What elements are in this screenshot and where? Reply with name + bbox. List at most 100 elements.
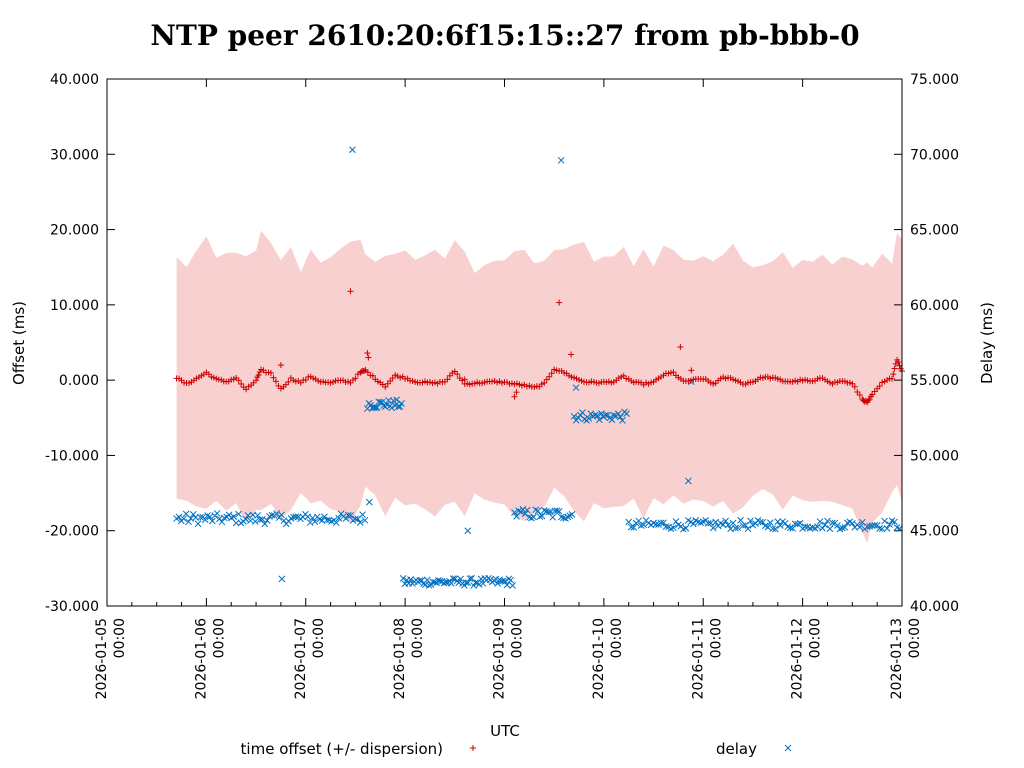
- delay-point: [610, 412, 618, 419]
- offset-point: [856, 391, 863, 398]
- offset-point: [454, 371, 461, 378]
- delay-point: [431, 578, 439, 586]
- delay-point: [201, 516, 209, 524]
- delay-point: [585, 415, 593, 422]
- delay-point: [627, 523, 635, 531]
- y-right-tick-label: 45.000: [910, 524, 959, 540]
- delay-point: [684, 477, 692, 485]
- delay-point: [616, 413, 624, 421]
- delay-point: [662, 523, 670, 530]
- offset-point: [255, 372, 262, 379]
- x-tick-date: 2026-01-05: [94, 618, 110, 699]
- delay-point: [776, 522, 784, 529]
- offset-point: [890, 371, 897, 378]
- y-left-tick-label: 30.000: [50, 147, 99, 163]
- delay-point: [816, 518, 824, 525]
- delay-point: [393, 396, 400, 404]
- y-left-tick-label: 40.000: [50, 72, 99, 88]
- delay-point: [242, 515, 250, 523]
- delay-point: [398, 400, 405, 407]
- x-tick-time: 00:00: [907, 618, 923, 658]
- delay-point: [841, 524, 849, 531]
- x-tick-time: 00:00: [808, 618, 824, 658]
- delay-point: [328, 517, 335, 525]
- x-tick-date: 2026-01-13: [889, 618, 905, 699]
- delay-point: [637, 522, 645, 529]
- delay-point: [568, 511, 576, 518]
- delay-point: [549, 513, 557, 521]
- delay-point: [342, 515, 350, 522]
- delay-point: [732, 524, 739, 532]
- delay-point: [579, 409, 586, 416]
- delay-point: [545, 508, 552, 516]
- delay-series: [173, 146, 903, 589]
- offset-point: [849, 380, 856, 387]
- delay-point: [635, 517, 643, 525]
- delay-point: [593, 412, 601, 419]
- delay-point: [359, 511, 366, 518]
- x-tick-time: 00:00: [510, 618, 526, 658]
- offset-point: [891, 365, 898, 372]
- y-left-tick-label: -20.000: [45, 524, 99, 540]
- delay-point: [333, 519, 340, 527]
- y-right-tick-label: 65.000: [910, 223, 959, 239]
- delay-point: [503, 581, 511, 589]
- delay-point: [734, 524, 742, 532]
- delay-point: [436, 577, 444, 585]
- delay-point: [442, 579, 450, 586]
- offset-point: [677, 344, 684, 351]
- delay-point: [213, 510, 221, 517]
- y-left-tick-label: 0.000: [59, 373, 99, 389]
- delay-point: [881, 517, 888, 525]
- offset-point: [866, 396, 873, 403]
- delay-point: [528, 514, 535, 522]
- offset-point: [352, 375, 359, 382]
- delay-point: [507, 576, 515, 584]
- y-axis-right-label: Delay (ms): [978, 302, 996, 384]
- offset-point: [238, 380, 245, 387]
- delay-point: [766, 519, 774, 527]
- offset-point: [256, 369, 263, 376]
- x-tick-date: 2026-01-12: [790, 618, 806, 699]
- delay-point: [407, 576, 414, 583]
- offset-point: [895, 358, 902, 365]
- delay-point: [640, 521, 647, 529]
- offset-point: [235, 377, 242, 384]
- delay-point: [532, 506, 540, 514]
- delay-point: [261, 520, 269, 528]
- offset-point: [361, 368, 368, 375]
- delay-point: [555, 508, 563, 515]
- delay-point: [724, 521, 732, 529]
- delay-point: [614, 410, 622, 418]
- offset-point: [461, 376, 468, 383]
- delay-point: [819, 524, 826, 532]
- x-tick-time: 00:00: [410, 618, 426, 658]
- x-tick-date: 2026-01-10: [591, 618, 607, 699]
- delay-point: [744, 525, 752, 533]
- x-tick-date: 2026-01-08: [392, 618, 408, 699]
- delay-point: [796, 519, 804, 527]
- delay-point: [660, 519, 667, 527]
- delay-point: [707, 519, 715, 527]
- offset-point: [556, 299, 563, 306]
- delay-point: [553, 507, 561, 515]
- delay-point: [378, 399, 386, 406]
- delay-point: [311, 518, 319, 526]
- delay-point: [232, 519, 240, 527]
- y-right-tick-label: 55.000: [910, 373, 959, 389]
- x-tick-time: 00:00: [708, 618, 724, 658]
- delay-point: [774, 518, 782, 525]
- delay-point: [883, 525, 891, 532]
- delay-point: [347, 512, 355, 519]
- delay-point: [494, 580, 502, 587]
- y-axis-left-label: Offset (ms): [10, 301, 28, 385]
- delay-point: [570, 412, 578, 420]
- delay-point: [399, 574, 407, 582]
- offset-point: [546, 373, 553, 380]
- x-tick-time: 00:00: [112, 618, 128, 658]
- delay-point: [278, 511, 285, 519]
- legend: time offset (+/- dispersion) delay: [241, 740, 792, 758]
- x-tick-date: 2026-01-11: [690, 618, 706, 699]
- delay-point: [689, 520, 697, 528]
